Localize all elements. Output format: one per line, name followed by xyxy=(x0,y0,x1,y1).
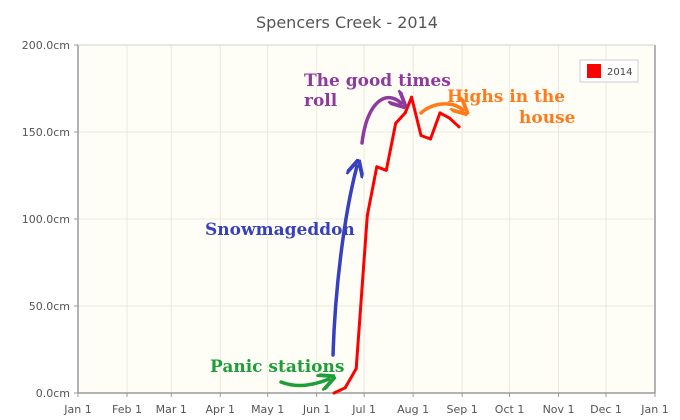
data-point xyxy=(394,121,398,125)
x-tick-label: Dec 1 xyxy=(590,403,622,416)
x-tick-label: Oct 1 xyxy=(495,403,525,416)
data-point xyxy=(457,125,461,129)
x-tick-label: Jul 1 xyxy=(351,403,376,416)
data-point xyxy=(332,391,336,395)
legend-label: 2014 xyxy=(607,67,632,78)
chart-title: Spencers Creek - 2014 xyxy=(256,13,438,32)
data-point xyxy=(384,168,388,172)
y-tick-label: 100.0cm xyxy=(22,213,70,226)
data-point xyxy=(410,95,414,99)
data-point xyxy=(403,111,407,115)
x-tick-label: Apr 1 xyxy=(206,403,236,416)
x-tick-label: Sep 1 xyxy=(447,403,478,416)
snowmageddon-arrow xyxy=(331,166,357,357)
y-tick-label: 200.0cm xyxy=(22,39,70,52)
data-point xyxy=(343,386,347,390)
panic-stations-arrow xyxy=(279,379,329,386)
highs-arrow xyxy=(419,104,463,113)
annotation-snowmageddon: Snowmageddon xyxy=(205,220,355,240)
data-point xyxy=(429,137,433,141)
data-point xyxy=(375,165,379,169)
x-tick-label: Mar 1 xyxy=(156,403,187,416)
data-point xyxy=(365,214,369,218)
x-tick-label: Aug 1 xyxy=(397,403,429,416)
x-tick-label: Jan 1 xyxy=(63,403,91,416)
annotation-highs-line1: Highs in the xyxy=(447,87,565,107)
data-point xyxy=(438,111,442,115)
x-tick-label: Feb 1 xyxy=(112,403,142,416)
y-tick-label: 150.0cm xyxy=(22,126,70,139)
data-point xyxy=(354,367,358,371)
series-line-2014 xyxy=(332,95,461,395)
x-tick-label: Nov 1 xyxy=(543,403,575,416)
data-point xyxy=(419,133,423,137)
good-times-arrow xyxy=(360,98,401,145)
x-tick-label: Jun 1 xyxy=(302,403,331,416)
data-point xyxy=(447,116,451,120)
annotation-good-times-line1: The good times xyxy=(304,71,451,91)
annotation-highs-line2: house xyxy=(519,108,576,128)
annotation-panic-stations: Panic stations xyxy=(210,357,344,377)
x-tick-label: May 1 xyxy=(251,403,284,416)
y-tick-label: 50.0cm xyxy=(29,300,70,313)
x-tick-label: Jan 1 xyxy=(640,403,668,416)
annotation-good-times-line2: roll xyxy=(304,91,338,111)
legend: 2014 xyxy=(579,59,639,83)
legend-swatch xyxy=(587,64,601,78)
y-tick-label: 0.0cm xyxy=(36,387,70,400)
